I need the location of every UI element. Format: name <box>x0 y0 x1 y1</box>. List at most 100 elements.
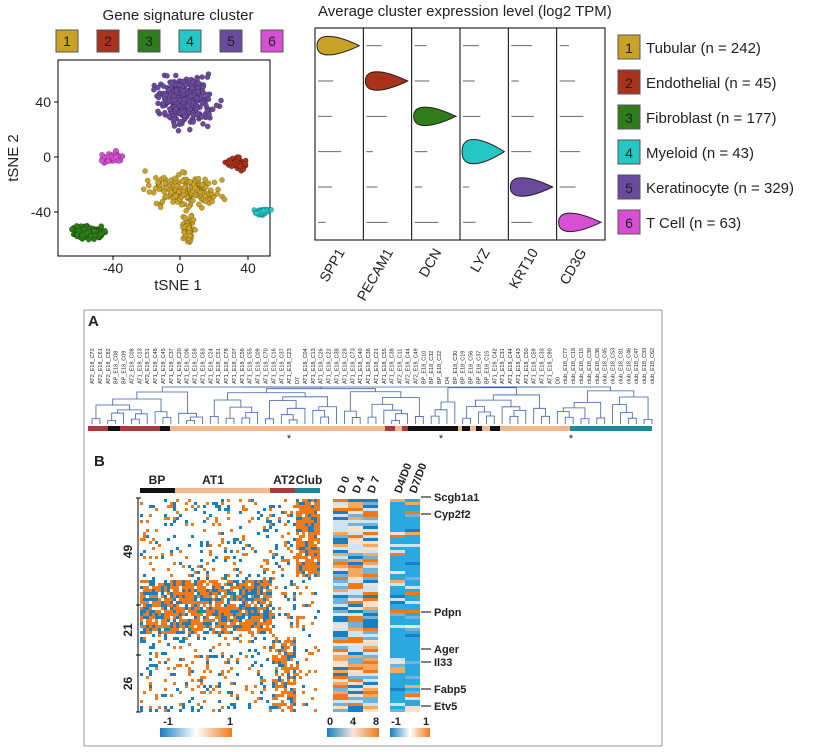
heatmap-cell <box>224 622 227 625</box>
ratio-heatmap-cell <box>390 580 405 583</box>
tsne-point <box>155 179 161 186</box>
heatmap-cell <box>179 646 182 649</box>
heatmap-cell <box>155 694 158 697</box>
heatmap-cell <box>314 511 317 514</box>
time-heatmap-cell <box>348 523 363 526</box>
heatmap-cell <box>158 640 161 643</box>
heatmap-cell <box>227 691 230 694</box>
tsne-point <box>187 178 193 185</box>
heatmap-cell <box>281 682 284 685</box>
heatmap-cell <box>191 568 194 571</box>
heatmap-cell <box>278 685 281 688</box>
heatmap-cell <box>203 520 206 523</box>
heatmap-cell <box>254 592 257 595</box>
heatmap-cell <box>173 673 176 676</box>
time-heatmap-cell <box>348 562 363 565</box>
dendrogram-branch <box>492 394 541 409</box>
ratio-heatmap-cell <box>390 505 405 508</box>
heatmap-cell <box>299 571 302 574</box>
heatmap-cell <box>191 535 194 538</box>
heatmap-cell <box>149 652 152 655</box>
leaf-label: AT1_E18_C38 <box>335 348 341 384</box>
heatmap-cell <box>158 610 161 613</box>
violin <box>316 35 361 56</box>
leaf-label: AT2_E18_C49 <box>413 348 419 384</box>
heatmap-cell <box>218 709 221 712</box>
time-heatmap-cell <box>333 694 348 697</box>
ratio-heatmap-cell <box>390 616 405 619</box>
heatmap-cell <box>188 610 191 613</box>
heatmap-cell <box>317 553 320 556</box>
heatmap-cell <box>209 544 212 547</box>
heatmap-cell <box>254 616 257 619</box>
tsne-point <box>206 111 212 118</box>
heatmap-cell <box>188 634 191 637</box>
ratio-heatmap-cell <box>405 688 420 691</box>
heatmap-cell <box>290 667 293 670</box>
heatmap-cell <box>302 703 305 706</box>
heatmap-cell <box>314 556 317 559</box>
dendrogram-branch <box>478 411 491 424</box>
heatmap-cell <box>191 592 194 595</box>
heatmap-cell <box>188 667 191 670</box>
heatmap-cell <box>173 595 176 598</box>
dendrogram-branch <box>501 406 521 424</box>
heatmap-cell <box>212 607 215 610</box>
leaf-label: AT1_E18_C20 <box>177 348 183 384</box>
heatmap-cell <box>251 619 254 622</box>
heatmap-cell <box>224 661 227 664</box>
heatmap-cell <box>263 619 266 622</box>
heatmap-cell <box>143 538 146 541</box>
heatmap-cell <box>206 619 209 622</box>
time-heatmap-cell <box>363 670 378 673</box>
ratio-heatmap-cell <box>405 517 420 520</box>
heatmap-cell <box>173 589 176 592</box>
heatmap-cell <box>230 529 233 532</box>
time-heatmap-cell <box>348 700 363 703</box>
heatmap-cell <box>248 499 251 502</box>
heatmap-cell <box>275 673 278 676</box>
time-heatmap-cell <box>363 646 378 649</box>
tsne-point <box>168 79 175 85</box>
heatmap-cell <box>146 535 149 538</box>
heatmap-cell <box>164 523 167 526</box>
heatmap-cell <box>278 652 281 655</box>
heatmap-cell <box>266 592 269 595</box>
legend-number: 6 <box>625 215 633 231</box>
heatmap-cell <box>197 622 200 625</box>
tsne-point <box>186 126 193 133</box>
heatmap-cell <box>302 604 305 607</box>
heatmap-cell <box>245 586 248 589</box>
time-heatmap-cell <box>363 622 378 625</box>
heatmap-cell <box>185 604 188 607</box>
heatmap-cell <box>188 622 191 625</box>
time-heatmap-cell <box>363 517 378 520</box>
heatmap-cell <box>287 679 290 682</box>
heatmap-cell <box>191 598 194 601</box>
heatmap-cell <box>302 571 305 574</box>
heatmap-cell <box>149 664 152 667</box>
time-heatmap-cell <box>348 547 363 550</box>
tsne-point <box>202 193 208 200</box>
heatmap-cell <box>287 667 290 670</box>
leaf-label: AT1_E18_C07 <box>232 348 238 384</box>
time-heatmap-cell <box>363 706 378 709</box>
heatmap-cell <box>140 619 143 622</box>
time-heatmap-cell <box>348 508 363 511</box>
heatmap-cell <box>314 550 317 553</box>
ratio-heatmap-cell <box>405 580 420 583</box>
heatmap-cell <box>191 670 194 673</box>
heatmap-cell <box>263 637 266 640</box>
time-heatmap-cell <box>363 583 378 586</box>
heatmap-cell <box>224 607 227 610</box>
heatmap-cell <box>248 703 251 706</box>
heatmap-cell <box>281 655 284 658</box>
heatmap-cell <box>200 610 203 613</box>
heatmap-cell <box>293 643 296 646</box>
heatmap-cell <box>212 619 215 622</box>
heatmap-cell <box>263 580 266 583</box>
tsne-point <box>180 108 187 115</box>
heatmap-cell <box>287 670 290 673</box>
heatmap-cell <box>158 631 161 634</box>
leaf-label: club_E18_C45 <box>603 348 609 384</box>
